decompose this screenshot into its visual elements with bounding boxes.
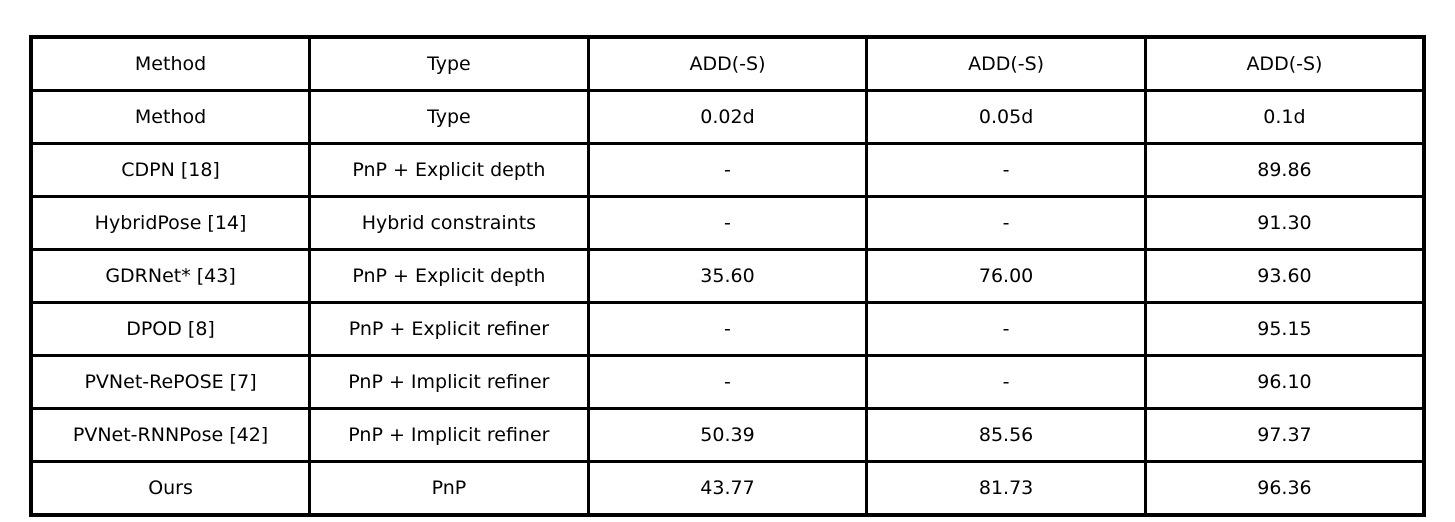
table-row: PVNet-RePOSE [7] PnP + Implicit refiner - -… (29, 354, 1426, 410)
table-cell: 91.30 (1143, 195, 1426, 251)
table-cell: - (865, 195, 1147, 251)
table-cell: - (586, 195, 869, 251)
table-cell: 85.56 (865, 407, 1147, 463)
table-cell: Ours (29, 460, 312, 517)
table-body: Method Type ADD(-S) ADD(-S) ADD(-S) Method Typ… (29, 35, 1426, 517)
table-cell: - (586, 301, 869, 357)
table-cell: PnP (308, 460, 590, 517)
table-cell: - (586, 354, 869, 410)
table-cell: 0.05d (865, 89, 1147, 145)
results-table: Method Type ADD(-S) ADD(-S) ADD(-S) Method Typ… (29, 35, 1426, 517)
table-cell: Method (29, 89, 312, 145)
table-cell: 0.1d (1143, 89, 1426, 145)
table-cell: PnP + Explicit depth (308, 142, 590, 198)
table-cell: 50.39 (586, 407, 869, 463)
table-cell: HybridPose [14] (29, 195, 312, 251)
table-cell: 43.77 (586, 460, 869, 517)
table-row: HybridPose [14] Hybrid constraints - -91.30 (29, 195, 1426, 251)
column-header-cell: Method (29, 35, 312, 92)
table-cell: 95.15 (1143, 301, 1426, 357)
table-row: Ours PnP 43.77 81.73 96.36 (29, 460, 1426, 517)
table-cell: PVNet-RePOSE [7] (29, 354, 312, 410)
table-cell: GDRNet* [43] (29, 248, 312, 304)
table-cell: - (865, 142, 1147, 198)
column-header-cell: ADD(-S) (1143, 35, 1426, 92)
table-cell: 35.60 (586, 248, 869, 304)
table-cell: DPOD [8] (29, 301, 312, 357)
column-header-cell: ADD(-S) (865, 35, 1147, 92)
table-cell: 97.37 (1143, 407, 1426, 463)
table-row: CDPN [18] PnP + Explicit depth - -89.86 (29, 142, 1426, 198)
header-row: Method Type ADD(-S) ADD(-S) ADD(-S) (29, 35, 1426, 92)
table-cell: 96.36 (1143, 460, 1426, 517)
table-cell: Type (308, 89, 590, 145)
table-cell: PnP + Implicit refiner (308, 354, 590, 410)
column-header-cell: ADD(-S) (586, 35, 869, 92)
table-cell: - (865, 301, 1147, 357)
table-cell: PnP + Explicit refiner (308, 301, 590, 357)
table-row: PVNet-RNNPose [42] PnP + Implicit refiner… (29, 407, 1426, 463)
table-cell: 81.73 (865, 460, 1147, 517)
table-cell: PnP + Implicit refiner (308, 407, 590, 463)
table-cell: - (586, 142, 869, 198)
table-cell: PnP + Explicit depth (308, 248, 590, 304)
table-cell: 93.60 (1143, 248, 1426, 304)
table-row: Method Type 0.02d 0.05d 0.1d (29, 89, 1426, 145)
table-cell: CDPN [18] (29, 142, 312, 198)
table-cell: Hybrid constraints (308, 195, 590, 251)
table-cell: 76.00 (865, 248, 1147, 304)
column-header-cell: Type (308, 35, 590, 92)
table-cell: - (865, 354, 1147, 410)
table-cell: 0.02d (586, 89, 869, 145)
table-cell: 96.10 (1143, 354, 1426, 410)
table-cell: PVNet-RNNPose [42] (29, 407, 312, 463)
table-row: GDRNet* [43] PnP + Explicit depth 35.60 76.… (29, 248, 1426, 304)
table-cell: 89.86 (1143, 142, 1426, 198)
table-row: DPOD [8] PnP + Explicit refiner - -95.15 (29, 301, 1426, 357)
